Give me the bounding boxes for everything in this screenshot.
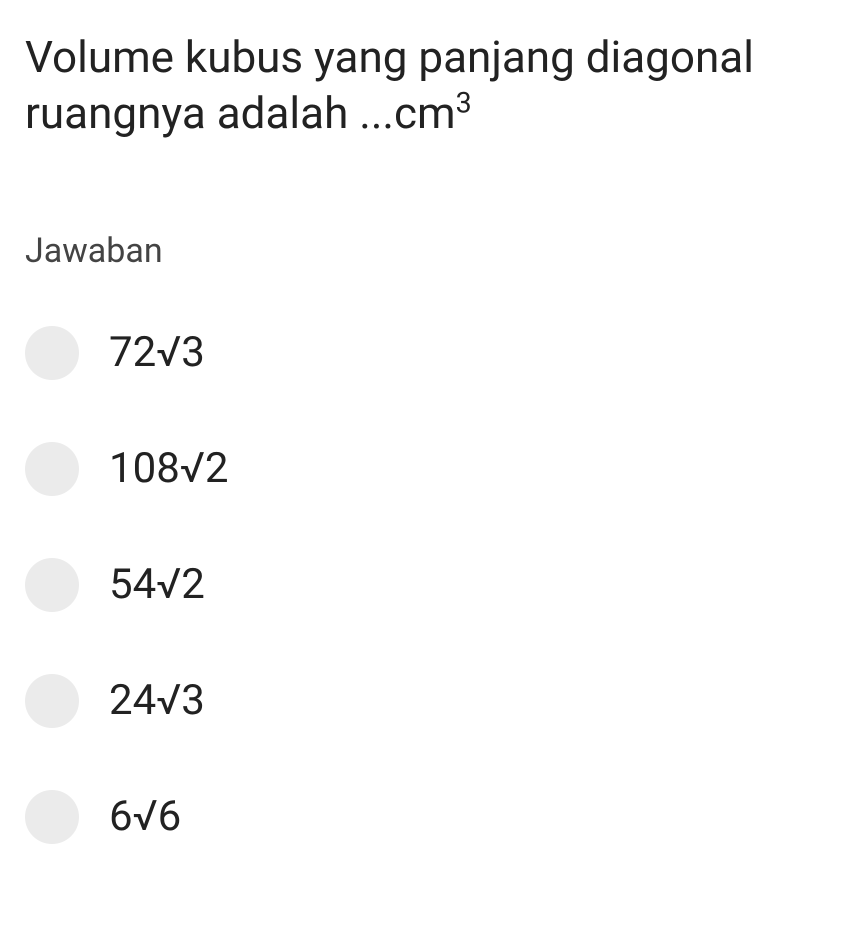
- option-label: 6√6: [109, 792, 181, 841]
- option-row[interactable]: 54√2: [25, 558, 820, 612]
- options-container: 72√3 108√2 54√2 24√3 6√6: [25, 326, 820, 844]
- option-label: 108√2: [109, 444, 228, 493]
- radio-circle-icon[interactable]: [25, 326, 79, 380]
- question-text: Volume kubus yang panjang diagonal ruang…: [25, 30, 820, 141]
- option-row[interactable]: 6√6: [25, 790, 820, 844]
- radio-circle-icon[interactable]: [25, 790, 79, 844]
- question-line-1: Volume kubus yang panjang diagonal ruang…: [25, 31, 754, 139]
- option-label: 54√2: [109, 560, 205, 609]
- answer-section-label: Jawaban: [25, 231, 820, 271]
- radio-circle-icon[interactable]: [25, 442, 79, 496]
- radio-circle-icon[interactable]: [25, 558, 79, 612]
- option-row[interactable]: 72√3: [25, 326, 820, 380]
- option-row[interactable]: 24√3: [25, 674, 820, 728]
- radio-circle-icon[interactable]: [25, 674, 79, 728]
- option-label: 24√3: [109, 676, 205, 725]
- option-label: 72√3: [109, 328, 205, 377]
- option-row[interactable]: 108√2: [25, 442, 820, 496]
